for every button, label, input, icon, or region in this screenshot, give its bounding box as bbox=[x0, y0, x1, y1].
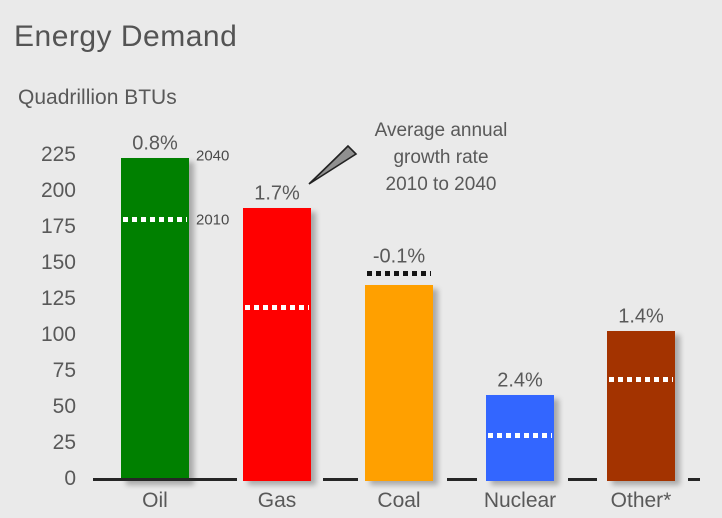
y-axis-tick-label: 25 bbox=[52, 431, 76, 454]
y-axis-tick-label: 50 bbox=[52, 395, 76, 418]
baseline-segment bbox=[688, 478, 700, 481]
dash-2010-gas bbox=[245, 305, 309, 311]
y-axis-tick-label: 100 bbox=[40, 323, 76, 346]
category-label: Nuclear bbox=[483, 489, 557, 512]
y-axis-tick-label: 225 bbox=[40, 143, 76, 166]
bar-oil bbox=[121, 157, 189, 481]
axis-units-label: Quadrillion BTUs bbox=[18, 86, 177, 109]
baseline-segment bbox=[568, 478, 597, 481]
callout-arrow-icon bbox=[308, 144, 358, 185]
growth-annotation-line: growth rate bbox=[393, 147, 489, 168]
baseline-segment bbox=[323, 478, 358, 481]
dash-2010-nuclear bbox=[488, 433, 552, 439]
growth-rate-label: 1.4% bbox=[618, 305, 664, 328]
y-axis-tick-label: 200 bbox=[40, 179, 76, 202]
bar-coal bbox=[365, 284, 433, 481]
category-label: Oil bbox=[142, 489, 168, 512]
baseline-segment bbox=[93, 478, 237, 481]
year-marker-2040: 2040 bbox=[196, 147, 230, 165]
category-label: Coal bbox=[377, 489, 421, 512]
category-label: Gas bbox=[257, 489, 297, 512]
growth-rate-label: -0.1% bbox=[372, 245, 426, 268]
growth-annotation-line: 2010 to 2040 bbox=[385, 174, 497, 195]
growth-rate-label: 1.7% bbox=[254, 182, 300, 205]
growth-annotation-line: Average annual bbox=[374, 120, 508, 141]
page-title: Energy Demand bbox=[14, 20, 238, 53]
bar-gas bbox=[243, 208, 311, 481]
growth-rate-label: 2.4% bbox=[497, 369, 543, 392]
dash-2010-oil bbox=[123, 217, 187, 223]
category-label: Other* bbox=[610, 489, 672, 512]
dash-2010-other bbox=[609, 377, 673, 383]
y-axis-tick-label: 150 bbox=[40, 251, 76, 274]
year-marker-2010: 2010 bbox=[196, 211, 230, 229]
y-axis-tick-label: 175 bbox=[40, 215, 76, 238]
baseline-segment bbox=[447, 478, 477, 481]
y-axis-tick-label: 125 bbox=[40, 287, 76, 310]
y-axis-tick-label: 75 bbox=[52, 359, 76, 382]
y-axis-tick-label: 0 bbox=[64, 467, 76, 490]
growth-annotation: Average annual growth rate 2010 to 2040 bbox=[340, 117, 542, 198]
bar-other bbox=[607, 330, 675, 481]
dash-2010-coal bbox=[367, 270, 431, 276]
growth-rate-label: 0.8% bbox=[132, 132, 178, 155]
